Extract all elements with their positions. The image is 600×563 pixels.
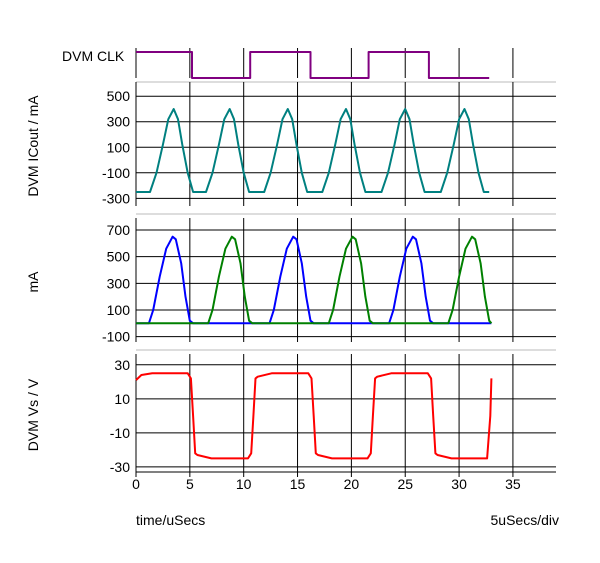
- x-tick-label-1: 5: [186, 476, 194, 492]
- trace-clk-0: [136, 51, 490, 79]
- panel-label-ma: mA: [25, 271, 41, 293]
- y-tick-label-vs-2: -10: [110, 425, 130, 441]
- y-tick-label-ma-3: 100: [107, 302, 131, 318]
- x-tick-label-4: 20: [344, 476, 360, 492]
- y-tick-label-icout-1: 300: [107, 114, 131, 130]
- x-axis-scale-label: 5uSecs/div: [491, 512, 559, 528]
- y-tick-label-icout-3: -100: [102, 165, 130, 181]
- panel-icout: 500 300 100 -100 -300 DVM ICout / mA: [25, 82, 556, 215]
- y-tick-label-icout-4: -300: [102, 190, 130, 206]
- trace-icout-0: [136, 108, 490, 193]
- panel-vs: 30 10 -10 -30 DVM Vs / V: [25, 354, 556, 475]
- panel-label-clk: DVM CLK: [62, 48, 125, 64]
- y-tick-label-icout-2: 100: [107, 139, 131, 155]
- x-tick-label-0: 0: [132, 476, 140, 492]
- panel-label-vs: DVM Vs / V: [25, 378, 41, 451]
- x-tick-label-6: 30: [451, 476, 467, 492]
- trace-ma-0: [136, 235, 492, 325]
- y-tick-label-icout-0: 500: [107, 88, 131, 104]
- y-tick-label-vs-3: -30: [110, 459, 130, 475]
- trace-vs-0: [135, 372, 493, 460]
- x-axis: 0 5 10 15 20 25 30 35: [132, 471, 556, 492]
- panel-label-icout: DVM ICout / mA: [25, 95, 41, 197]
- panel-ma: 700 500 300 100 -100 mA: [25, 218, 556, 351]
- y-tick-label-vs-1: 10: [114, 391, 130, 407]
- x-tick-label-7: 35: [505, 476, 521, 492]
- y-tick-label-ma-0: 700: [107, 222, 131, 238]
- y-tick-label-vs-0: 30: [114, 357, 130, 373]
- x-axis-unit-label: time/uSecs: [136, 512, 205, 528]
- y-tick-label-ma-1: 500: [107, 249, 131, 265]
- x-tick-label-2: 10: [236, 476, 252, 492]
- trace-ma-1: [136, 235, 493, 325]
- panel-clk: DVM CLK: [62, 48, 556, 83]
- chart-panels: DVM CLK 500 300 100 -100 -300 DVM ICout / mA 70…: [25, 48, 556, 475]
- x-tick-label-3: 15: [290, 476, 306, 492]
- y-tick-label-ma-4: -100: [102, 329, 130, 345]
- y-tick-label-ma-2: 300: [107, 275, 131, 291]
- x-tick-label-5: 25: [397, 476, 413, 492]
